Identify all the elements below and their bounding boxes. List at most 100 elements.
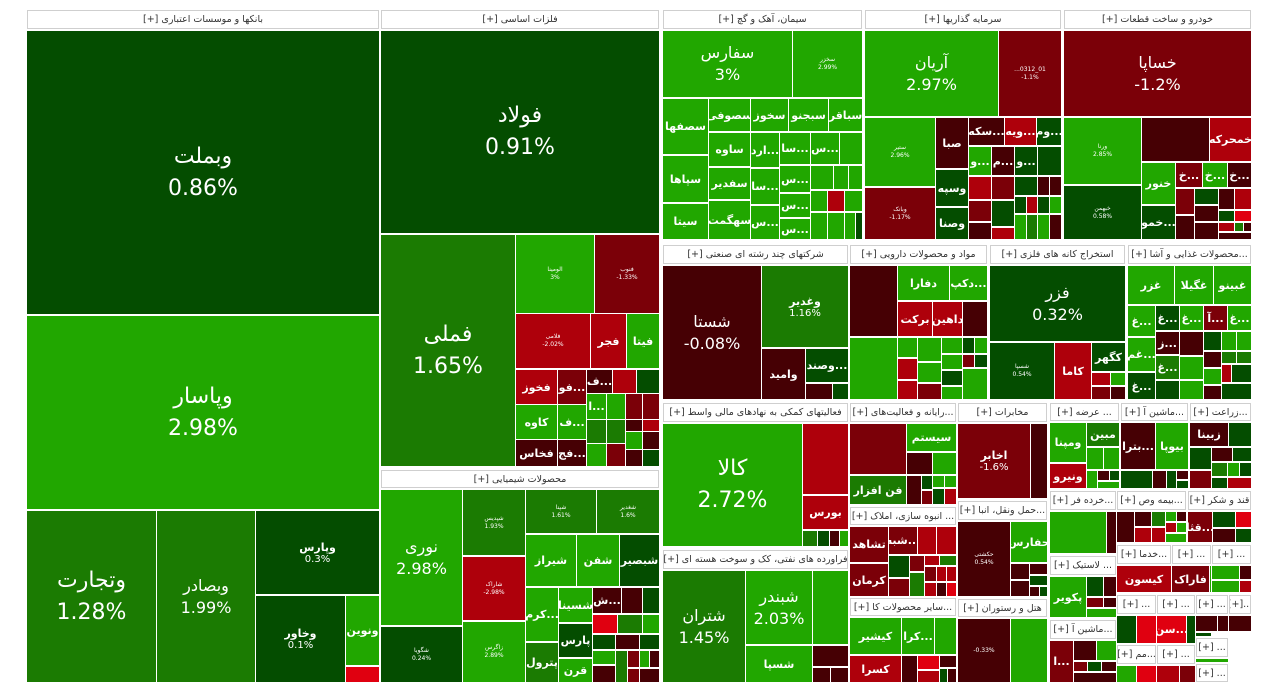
- stock-tile-small[interactable]: [992, 201, 1014, 226]
- stock-tile-small[interactable]: [626, 450, 642, 466]
- stock-tile-small[interactable]: [626, 420, 642, 431]
- stock-tile-small[interactable]: [942, 371, 962, 385]
- stock-tile-small[interactable]: [626, 394, 642, 419]
- stock-tile[interactable]: ...غ: [1128, 306, 1155, 336]
- stock-tile[interactable]: ...ا: [587, 394, 606, 419]
- stock-tile-small[interactable]: [1152, 528, 1165, 542]
- stock-tile-small[interactable]: [593, 615, 617, 633]
- stock-tile-small[interactable]: [1240, 581, 1251, 592]
- stock-tile[interactable]: ومپنا: [1050, 423, 1086, 462]
- stock-tile-small[interactable]: [593, 666, 615, 682]
- stock-tile[interactable]: فیتا: [627, 314, 659, 368]
- stock-tile[interactable]: ...دکپ: [950, 266, 987, 300]
- stock-tile-small[interactable]: [1015, 177, 1037, 195]
- stock-tile-small[interactable]: [803, 531, 817, 546]
- stock-tile-small[interactable]: [1117, 666, 1136, 682]
- stock-tile[interactable]: ...س: [780, 166, 810, 192]
- stock-tile-small[interactable]: [1187, 616, 1195, 643]
- stock-tile[interactable]: شتران 1.45%: [663, 571, 745, 682]
- stock-tile-small[interactable]: [856, 213, 862, 239]
- stock-tile[interactable]: ...ف: [587, 370, 612, 393]
- sector-header[interactable]: سیمان، آهک و گچ [+]: [663, 10, 862, 29]
- stock-tile[interactable]: وسپه: [936, 170, 968, 206]
- stock-tile-small[interactable]: [1213, 529, 1235, 542]
- stock-tile-small[interactable]: [1117, 616, 1136, 643]
- sector-header[interactable]: فلزات اساسی [+]: [381, 10, 659, 29]
- stock-tile[interactable]: شاراک -2.98%: [463, 557, 525, 620]
- stock-tile-small[interactable]: [1204, 352, 1221, 367]
- stock-tile-small[interactable]: [1092, 373, 1110, 385]
- stock-tile[interactable]: ...غ: [1156, 306, 1179, 330]
- stock-tile[interactable]: شغدیر 1.6%: [597, 490, 659, 533]
- stock-tile-small[interactable]: [1212, 448, 1232, 461]
- sector-header[interactable]: قند و شکر [+]: [1188, 491, 1251, 510]
- stock-tile-small[interactable]: [945, 489, 956, 504]
- stock-tile-small[interactable]: [1204, 332, 1221, 350]
- stock-tile-small[interactable]: [1229, 423, 1251, 446]
- stock-tile-small[interactable]: [628, 669, 639, 682]
- stock-tile[interactable]: شپدیس 1.93%: [463, 490, 525, 555]
- stock-tile-small[interactable]: [1196, 616, 1217, 631]
- stock-tile[interactable]: ...خمو: [1142, 206, 1175, 239]
- stock-tile[interactable]: سیستم: [907, 424, 956, 451]
- stock-tile-small[interactable]: [963, 369, 987, 399]
- stock-tile[interactable]: ...غ: [1180, 306, 1203, 330]
- stock-tile-small[interactable]: [1177, 481, 1188, 488]
- stock-tile[interactable]: شپنا 1.61%: [526, 490, 596, 533]
- stock-tile[interactable]: ...و: [969, 147, 991, 175]
- stock-tile-small[interactable]: [1104, 598, 1116, 607]
- stock-tile[interactable]: ...و: [1015, 147, 1037, 175]
- stock-tile[interactable]: ...سن: [1157, 616, 1186, 643]
- stock-tile[interactable]: وپارس 0.3%: [256, 511, 379, 594]
- stock-tile-small[interactable]: [1235, 223, 1243, 231]
- stock-tile[interactable]: کاما: [1055, 343, 1091, 399]
- stock-tile-small[interactable]: [1233, 448, 1251, 461]
- stock-tile-small[interactable]: [1111, 373, 1125, 385]
- stock-tile-small[interactable]: [902, 656, 917, 682]
- stock-tile-small[interactable]: [1031, 424, 1047, 498]
- sector-header[interactable]: سرمایه گذاریها [+]: [865, 10, 1061, 29]
- stock-tile[interactable]: فخوز: [516, 370, 557, 404]
- stock-tile-small[interactable]: [640, 635, 659, 649]
- stock-tile-small[interactable]: [963, 302, 987, 336]
- stock-tile-small[interactable]: [1190, 471, 1211, 488]
- stock-tile-small[interactable]: [1153, 471, 1166, 488]
- stock-tile[interactable]: ونیرو: [1050, 464, 1086, 488]
- stock-tile-small[interactable]: [947, 583, 956, 596]
- stock-tile[interactable]: شفن: [577, 535, 619, 586]
- stock-tile-small[interactable]: [1135, 528, 1151, 542]
- stock-tile[interactable]: ...س: [780, 219, 810, 239]
- stock-tile-small[interactable]: [1121, 471, 1152, 488]
- stock-tile-small[interactable]: [969, 223, 991, 239]
- stock-tile-small[interactable]: [1050, 215, 1061, 239]
- stock-tile-small[interactable]: [942, 338, 962, 353]
- sector-header[interactable]: فعالیتهای کمکی به نهادهای مالی واسط [+]: [663, 403, 848, 422]
- stock-tile-small[interactable]: [1015, 197, 1026, 213]
- stock-tile[interactable]: شبصیر: [620, 535, 659, 586]
- stock-tile-small[interactable]: [942, 387, 962, 399]
- sector-header[interactable]: ...محصولات غذایی و آشا [+]: [1128, 245, 1251, 264]
- stock-tile-small[interactable]: [593, 635, 615, 649]
- sector-header[interactable]: ...بیمه وص [+]: [1117, 491, 1186, 510]
- stock-tile-small[interactable]: [1074, 673, 1116, 682]
- sector-header[interactable]: ...حمل ونقل، انبا [+]: [958, 501, 1047, 520]
- stock-tile[interactable]: پکویر: [1050, 577, 1086, 617]
- stock-tile-small[interactable]: [811, 191, 827, 211]
- stock-tile-small[interactable]: [1098, 471, 1109, 480]
- stock-tile-small[interactable]: [813, 571, 848, 644]
- stock-tile-small[interactable]: [628, 651, 639, 667]
- stock-tile-small[interactable]: [933, 489, 944, 504]
- stock-tile-small[interactable]: [831, 668, 848, 682]
- sector-header[interactable]: محصولات شیمیایی [+]: [381, 470, 659, 488]
- stock-tile[interactable]: ...شبه: [889, 527, 917, 554]
- stock-tile[interactable]: ...خ: [1203, 163, 1227, 187]
- sector-header[interactable]: ...ماشین آ [+]: [1050, 620, 1116, 639]
- stock-tile-small[interactable]: [992, 228, 1014, 239]
- stock-tile-small[interactable]: [963, 338, 974, 353]
- stock-tile-small[interactable]: [1240, 463, 1251, 476]
- stock-tile-small[interactable]: [1074, 641, 1096, 660]
- stock-tile-small[interactable]: [1235, 211, 1251, 221]
- stock-tile[interactable]: فجر: [591, 314, 626, 368]
- stock-tile-small[interactable]: [1166, 523, 1176, 532]
- stock-tile-small[interactable]: [1210, 566, 1211, 592]
